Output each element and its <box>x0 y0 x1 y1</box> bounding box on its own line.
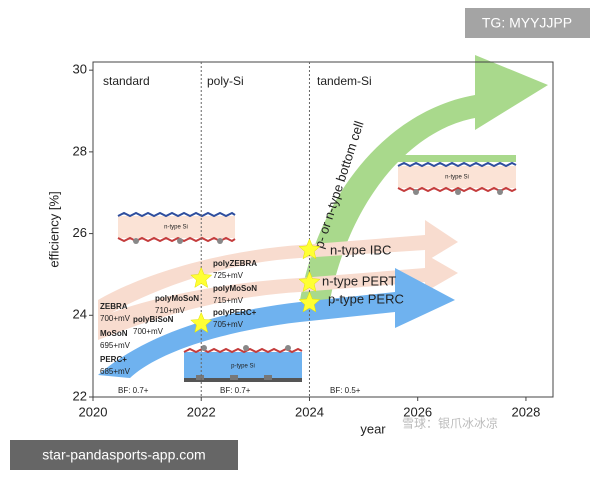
ibc-arrow <box>98 220 458 320</box>
cell-label: 685+mV <box>100 367 131 376</box>
cell-label: 715+mV <box>213 296 244 305</box>
device-label: n-type Si <box>164 225 188 231</box>
bf-label: BF: 0.7+ <box>118 386 149 395</box>
cell-label: 705+mV <box>213 320 244 329</box>
star-marker <box>298 238 321 260</box>
cell-label: polyMoSoN <box>213 284 257 293</box>
pert-arrow <box>98 254 458 340</box>
trend-label: n-type PERT <box>322 273 396 288</box>
star-marker <box>298 291 321 313</box>
device-p-perc <box>183 345 303 382</box>
x-tick-label: 2024 <box>295 404 324 419</box>
y-tick-label: 28 <box>73 143 87 158</box>
cell-label: polyZEBRA <box>213 259 257 268</box>
watermark: TG: MYYJJPP <box>482 15 572 31</box>
cell-label: 710+mV <box>155 306 186 315</box>
star-marker <box>190 311 213 333</box>
device-label: n-type Si <box>445 175 469 181</box>
x-tick-label: 2020 <box>79 404 108 419</box>
y-axis-label: efficiency [%] <box>46 191 61 267</box>
tandem-arrow <box>300 55 548 300</box>
y-tick-label: 26 <box>73 225 87 240</box>
watermark-box <box>465 8 590 38</box>
cell-label: ZEBRA <box>100 302 128 311</box>
section-label: standard <box>103 74 150 88</box>
y-tick-label: 30 <box>73 62 87 77</box>
cell-label: MoSoN <box>100 329 128 338</box>
cell-label: 695+mV <box>100 341 131 350</box>
cell-label: polyPERC+ <box>213 308 257 317</box>
cell-label: 725+mV <box>213 271 244 280</box>
y-tick-label: 24 <box>73 307 87 322</box>
bf-label: BF: 0.5+ <box>330 386 361 395</box>
watermark: star-pandasports-app.com <box>42 447 205 463</box>
star-marker <box>190 266 213 288</box>
x-tick-label: 2028 <box>511 404 540 419</box>
x-tick-label: 2026 <box>403 404 432 419</box>
section-label: poly-Si <box>207 74 244 88</box>
watermark: 雪球：银爪冰冰凉 <box>402 416 498 431</box>
trend-label: p-type PERC <box>328 291 404 306</box>
cell-label: 700+mV <box>133 327 164 336</box>
cell-label: 700+mV <box>100 314 131 323</box>
watermark-box <box>10 440 238 470</box>
y-tick-label: 22 <box>73 388 87 403</box>
device-n-ibc <box>117 211 236 244</box>
x-tick-label: 2022 <box>187 404 216 419</box>
cell-label: PERC+ <box>100 355 127 364</box>
perc-arrow <box>98 268 455 378</box>
star-marker <box>298 270 321 293</box>
x-axis-label: year <box>360 421 386 436</box>
device-label: p-type Si <box>231 364 255 370</box>
trend-label: n-type IBC <box>330 242 391 257</box>
bf-label: BF: 0.7+ <box>220 386 251 395</box>
cell-label: polyBiSoN <box>133 315 174 324</box>
plot-frame <box>92 61 554 398</box>
cell-label: polyMoSoN <box>155 294 199 303</box>
device-tandem <box>397 155 517 195</box>
section-label: tandem-Si <box>317 74 372 88</box>
